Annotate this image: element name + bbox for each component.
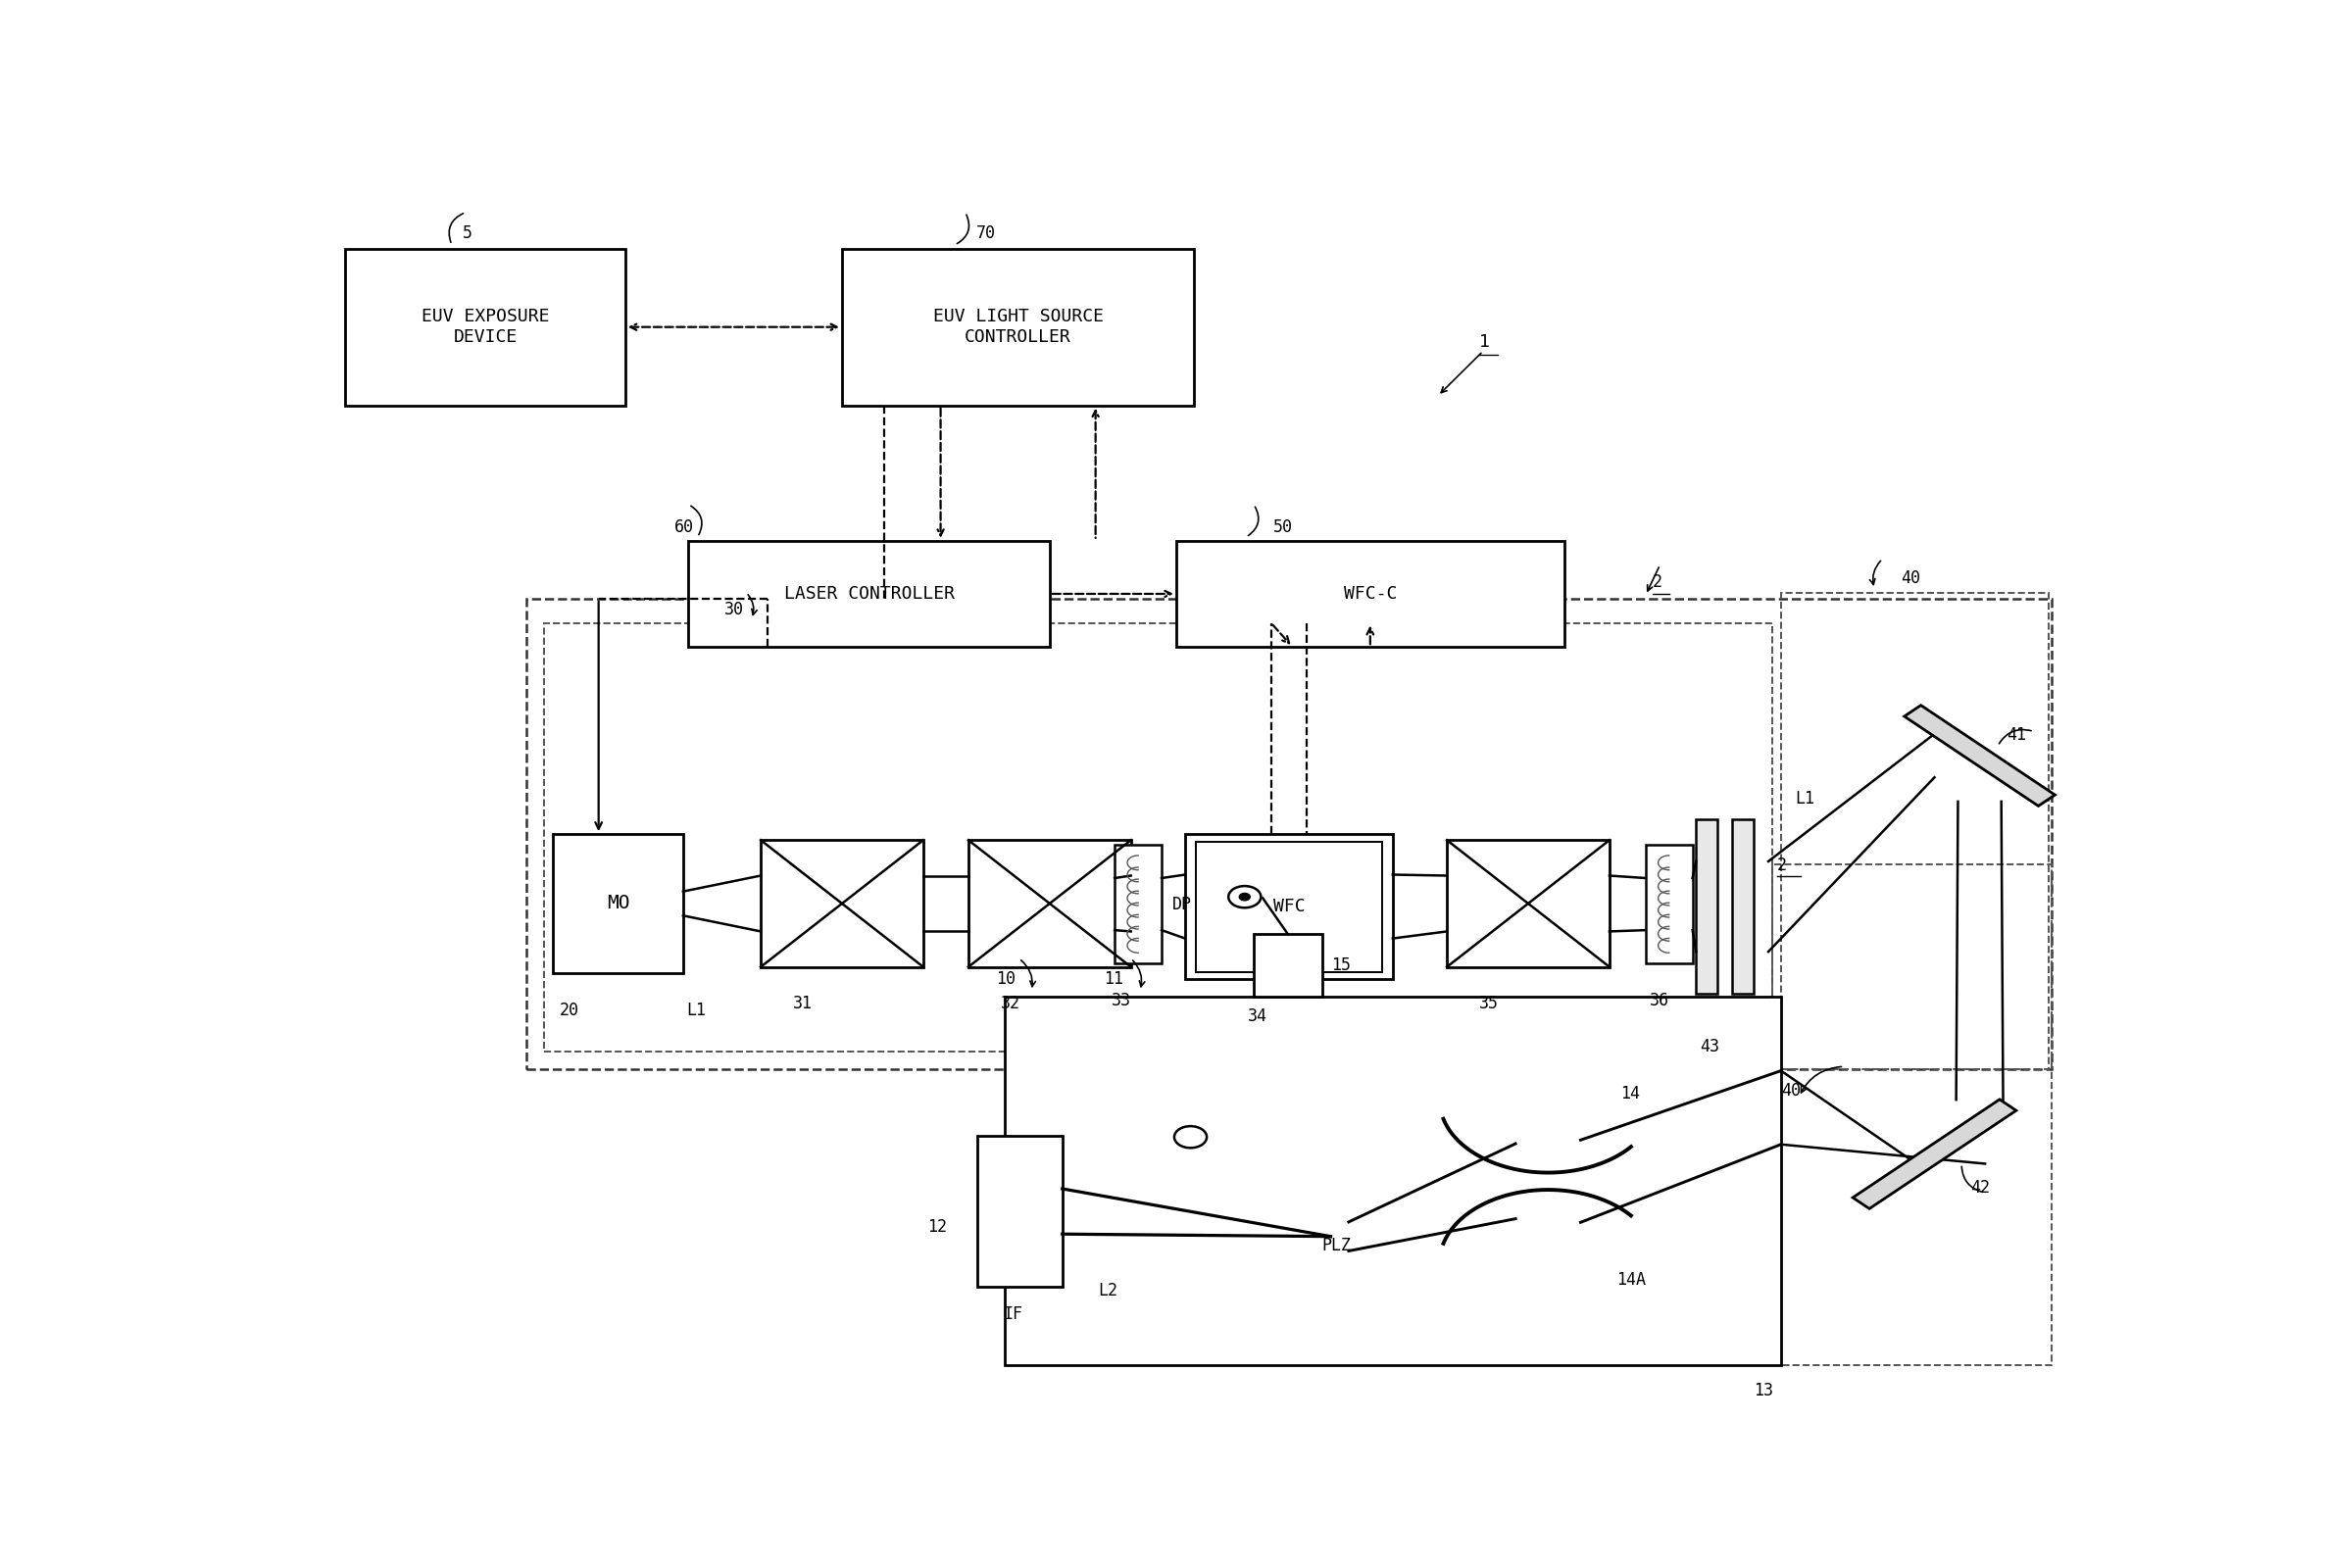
Bar <box>690 541 1051 648</box>
Text: 32: 32 <box>1002 996 1021 1013</box>
Text: 11: 11 <box>1104 969 1123 988</box>
Text: 36: 36 <box>1650 991 1668 1010</box>
Bar <box>1780 593 2048 1069</box>
Circle shape <box>1240 894 1251 900</box>
Text: 2: 2 <box>1652 574 1664 591</box>
Bar <box>1195 842 1382 972</box>
Text: MO: MO <box>606 894 629 913</box>
Text: 31: 31 <box>792 996 813 1013</box>
Text: 14: 14 <box>1619 1085 1640 1102</box>
Text: DP: DP <box>1172 895 1193 913</box>
Text: 30: 30 <box>725 601 743 618</box>
Bar <box>979 1135 1062 1287</box>
Text: 2: 2 <box>1778 856 1787 873</box>
Text: WFC: WFC <box>1272 898 1305 916</box>
Text: 41: 41 <box>2006 726 2027 743</box>
Circle shape <box>1174 1126 1207 1148</box>
Text: L2: L2 <box>1097 1281 1118 1298</box>
Bar <box>760 840 923 967</box>
Text: 10: 10 <box>995 969 1016 988</box>
Bar <box>1186 834 1393 978</box>
Bar <box>1177 541 1563 648</box>
Text: 60: 60 <box>673 519 694 536</box>
Text: EUV LIGHT SOURCE
CONTROLLER: EUV LIGHT SOURCE CONTROLLER <box>932 307 1104 347</box>
Text: 35: 35 <box>1480 996 1498 1013</box>
Text: 50: 50 <box>1272 519 1293 536</box>
Bar <box>969 840 1130 967</box>
Circle shape <box>1228 886 1261 908</box>
Text: L1: L1 <box>1796 790 1815 808</box>
Bar <box>1004 997 1780 1366</box>
Text: LASER CONTROLLER: LASER CONTROLLER <box>783 585 955 602</box>
Bar <box>527 599 2053 1069</box>
Bar <box>345 249 624 406</box>
Bar <box>552 834 683 972</box>
Polygon shape <box>1852 1099 2015 1209</box>
Bar <box>1645 845 1692 963</box>
Text: L1: L1 <box>687 1002 706 1019</box>
Text: PLZ: PLZ <box>1321 1237 1351 1254</box>
Bar <box>1254 935 1323 997</box>
Text: 14A: 14A <box>1617 1272 1645 1289</box>
Text: 5: 5 <box>464 224 473 243</box>
Text: 34: 34 <box>1247 1007 1268 1025</box>
Text: WFC-C: WFC-C <box>1344 585 1398 602</box>
Text: 15: 15 <box>1330 956 1351 975</box>
Text: 40: 40 <box>1780 1082 1801 1099</box>
Bar <box>1696 820 1717 994</box>
Bar <box>1731 820 1754 994</box>
Text: EUV EXPOSURE
DEVICE: EUV EXPOSURE DEVICE <box>422 307 550 347</box>
Text: 42: 42 <box>1971 1179 1990 1196</box>
Bar <box>841 249 1195 406</box>
Text: 70: 70 <box>976 224 995 243</box>
Text: 12: 12 <box>927 1218 946 1236</box>
Text: 40: 40 <box>1901 569 1920 586</box>
Bar <box>545 622 1773 1052</box>
Text: 13: 13 <box>1754 1381 1773 1399</box>
Text: 43: 43 <box>1701 1038 1720 1055</box>
Text: IF: IF <box>1002 1306 1023 1323</box>
Polygon shape <box>1904 706 2055 806</box>
Bar <box>1447 840 1610 967</box>
Bar <box>1114 845 1163 963</box>
Bar <box>1771 864 2053 1366</box>
Text: 20: 20 <box>559 1002 580 1019</box>
Text: 33: 33 <box>1111 991 1130 1010</box>
Text: 1: 1 <box>1480 334 1491 351</box>
